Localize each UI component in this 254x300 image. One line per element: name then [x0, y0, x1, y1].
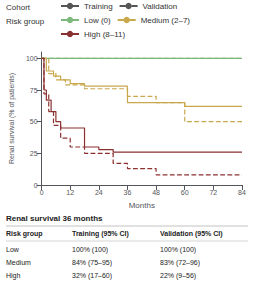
svg-text:32% (17–60): 32% (17–60) [72, 272, 112, 280]
svg-text:100% (100): 100% (100) [72, 246, 108, 254]
svg-text:Training (95% CI): Training (95% CI) [72, 230, 129, 238]
svg-text:Months: Months [129, 201, 155, 210]
svg-text:Low: Low [6, 246, 20, 253]
svg-text:25: 25 [30, 150, 38, 157]
svg-text:Medium: Medium [6, 259, 31, 266]
svg-text:0: 0 [34, 182, 38, 189]
svg-text:100: 100 [26, 55, 38, 62]
svg-text:Low (0): Low (0) [84, 16, 111, 25]
svg-text:83% (72–96): 83% (72–96) [160, 259, 200, 267]
svg-text:48: 48 [152, 189, 160, 196]
svg-text:100% (100): 100% (100) [160, 246, 196, 254]
svg-text:50: 50 [30, 118, 38, 125]
svg-text:Renal survival (% of patients): Renal survival (% of patients) [8, 73, 16, 164]
svg-text:Validation: Validation [143, 2, 178, 11]
svg-text:72: 72 [209, 189, 217, 196]
svg-text:High: High [6, 272, 21, 280]
svg-text:Renal survival 36 months: Renal survival 36 months [6, 214, 103, 223]
svg-text:Risk group: Risk group [6, 230, 43, 238]
svg-text:0: 0 [40, 189, 44, 196]
svg-text:High (8–11): High (8–11) [84, 30, 126, 39]
svg-text:12: 12 [66, 189, 74, 196]
svg-text:60: 60 [181, 189, 189, 196]
svg-text:Risk group: Risk group [6, 17, 45, 26]
svg-text:75: 75 [30, 87, 38, 94]
svg-text:Medium (2–7): Medium (2–7) [141, 16, 191, 25]
svg-text:84: 84 [238, 189, 246, 196]
svg-text:Cohort: Cohort [6, 3, 31, 12]
svg-text:Validation (95% CI): Validation (95% CI) [160, 230, 223, 238]
svg-text:Training: Training [84, 2, 113, 11]
svg-text:84% (75–95): 84% (75–95) [72, 259, 112, 267]
svg-text:36: 36 [124, 189, 132, 196]
svg-text:24: 24 [95, 189, 103, 196]
svg-text:22% (9–56): 22% (9–56) [160, 272, 196, 280]
